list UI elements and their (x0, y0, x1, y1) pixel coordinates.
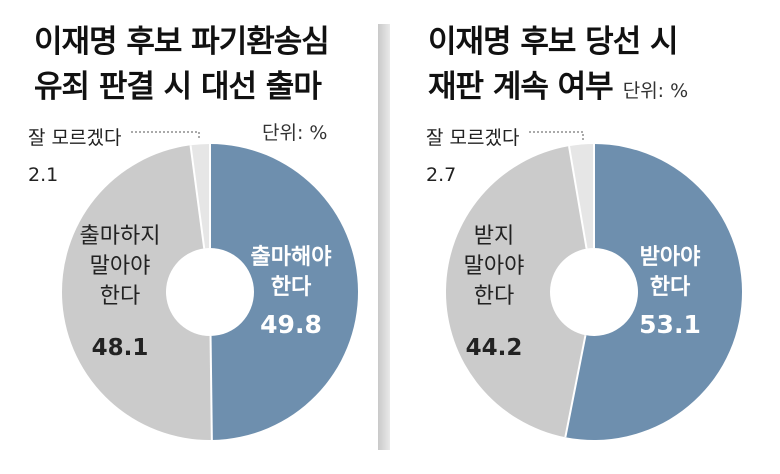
slice-label: 출마하지 (80, 224, 161, 249)
data-label: 48.1 (92, 335, 149, 361)
chart-title-line-2-text: 재판 계속 여부 (428, 69, 614, 105)
pie-slice (210, 144, 358, 440)
chart-title: 이재명 후보 당선 시 재판 계속 여부 단위: % (428, 20, 688, 114)
slice-label: 받아야 (640, 245, 701, 270)
pie-slice (446, 146, 587, 438)
slice-label: 말아야 (90, 254, 151, 279)
slice-label: 받지 (474, 224, 514, 249)
slice-label: 한다 (650, 275, 691, 300)
data-label: 44.2 (466, 335, 523, 361)
chart-title-line-2: 유죄 판결 시 대선 출마 (34, 69, 322, 105)
chart-title-line-1: 이재명 후보 당선 시 (428, 24, 679, 60)
slice-label: 출마해야 (251, 245, 332, 270)
pie-slice (62, 145, 212, 440)
slice-label: 잘 모르겠다 (426, 127, 519, 149)
slice-label: 한다 (474, 284, 514, 309)
pie-slice (569, 144, 594, 249)
slice-label: 한다 (271, 275, 312, 300)
data-label: 53.1 (639, 310, 701, 339)
data-label: 2.1 (28, 164, 58, 186)
data-label: 2.7 (426, 164, 456, 186)
slice-label: 말아야 (464, 254, 525, 279)
slice-label: 한다 (100, 284, 140, 309)
slice-label: 잘 모르겠다 (28, 127, 121, 149)
pie-slice (565, 144, 743, 440)
slice-separator (568, 145, 588, 249)
chart-title-line-2: 재판 계속 여부 단위: % (428, 65, 688, 114)
pie-slice (190, 144, 210, 249)
slice-separator (564, 334, 587, 438)
unit-label: 단위: % (622, 80, 689, 102)
chart-title: 이재명 후보 파기환송심 유죄 판결 시 대선 출마 (34, 20, 330, 110)
unit-label: 단위: % (262, 122, 328, 144)
leader-line (529, 131, 584, 140)
slice-separator (189, 145, 206, 249)
data-label: 49.8 (260, 310, 322, 339)
chart-title-line-1: 이재명 후보 파기환송심 (34, 24, 330, 60)
panel-divider (378, 24, 390, 450)
leader-line (131, 131, 200, 140)
slice-separator (209, 335, 213, 441)
